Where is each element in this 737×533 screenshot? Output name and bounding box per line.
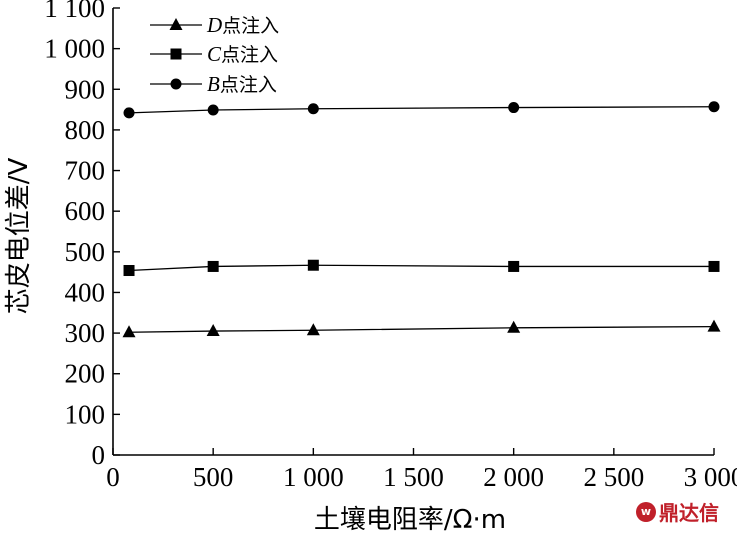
data-point	[306, 323, 320, 336]
data-point	[708, 101, 720, 113]
y-tick-label: 400	[65, 277, 106, 307]
x-tick-label: 2 500	[583, 462, 644, 492]
data-point	[508, 260, 520, 272]
series-group	[122, 101, 721, 338]
x-tick-label: 3 000	[684, 462, 737, 492]
legend-item-C: C点注入	[150, 42, 278, 66]
axes	[112, 8, 714, 456]
x-axis-ticks: 0 500 1 000 1 500 2 000 2 500 3 000	[106, 448, 737, 492]
data-point	[708, 260, 720, 272]
data-point	[307, 259, 319, 271]
legend-item-D: D点注入	[150, 13, 279, 37]
series-D	[122, 319, 721, 338]
y-tick-label: 700	[65, 156, 106, 186]
data-point	[123, 107, 135, 119]
series-C	[123, 259, 720, 277]
y-tick-label: 0	[92, 440, 106, 470]
watermark-text: 鼎达信	[659, 501, 719, 525]
legend: D点注入 C点注入 B点注入	[150, 13, 279, 96]
data-point	[307, 103, 319, 115]
data-point	[207, 260, 219, 272]
data-point	[707, 319, 721, 332]
y-axis-title: 芯皮电位差/V	[4, 158, 34, 315]
x-tick-label: 500	[193, 462, 234, 492]
y-tick-label: 300	[65, 318, 106, 348]
y-tick-label: 800	[65, 115, 106, 145]
x-tick-label: 1 000	[283, 462, 344, 492]
y-axis-ticks: 0 100 200 300 400 500 600 700 800 900 1 000 1 100	[44, 0, 120, 470]
data-point	[123, 265, 135, 277]
legend-marker	[170, 48, 182, 60]
y-tick-label: 900	[65, 74, 106, 104]
x-tick-label: 0	[106, 462, 120, 492]
y-tick-label: 1 000	[44, 34, 105, 64]
y-tick-label: 600	[65, 196, 106, 226]
data-point	[206, 324, 220, 337]
data-point	[207, 104, 219, 116]
legend-label: D点注入	[206, 13, 279, 37]
legend-marker	[170, 78, 182, 90]
watermark-icon: w	[636, 501, 656, 522]
legend-label: C点注入	[207, 42, 278, 66]
x-tick-label: 2 000	[483, 462, 544, 492]
x-axis-title: 土壤电阻率/Ω·m	[314, 505, 506, 533]
data-point	[507, 320, 521, 333]
legend-item-B: B点注入	[150, 72, 277, 96]
data-point	[508, 102, 520, 114]
x-tick-label: 1 500	[383, 462, 444, 492]
y-tick-label: 200	[65, 359, 106, 389]
y-tick-label: 100	[65, 399, 106, 429]
legend-label: B点注入	[207, 72, 277, 96]
y-tick-label: 1 100	[44, 0, 105, 23]
data-point	[122, 325, 136, 338]
y-tick-label: 500	[65, 237, 106, 267]
series-B	[123, 101, 720, 119]
watermark-logo: w 鼎达信	[636, 497, 719, 526]
legend-marker	[169, 18, 183, 30]
